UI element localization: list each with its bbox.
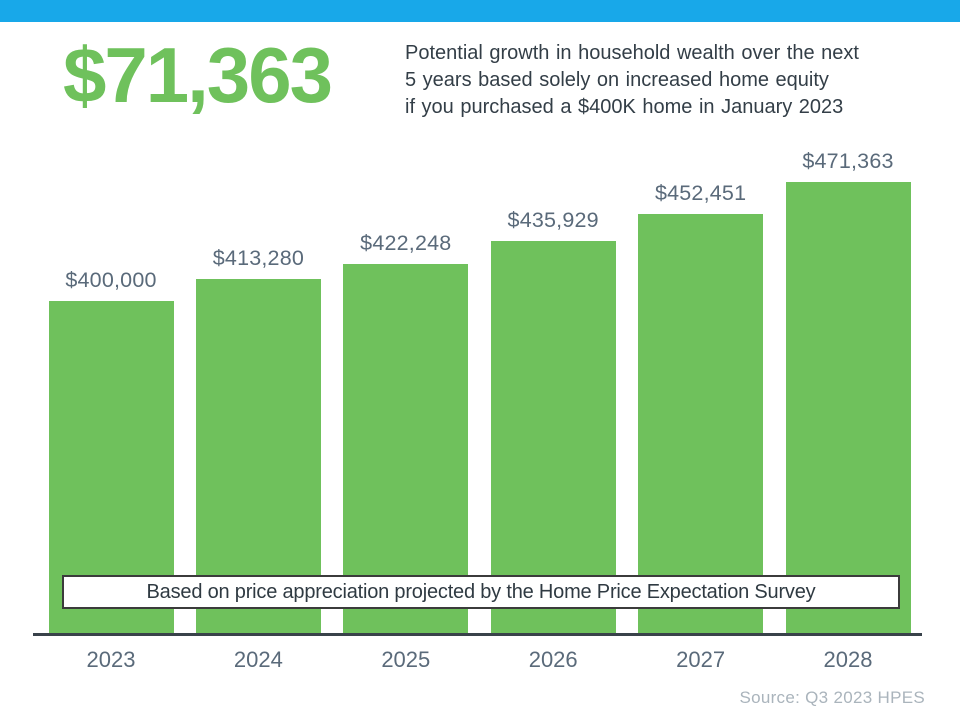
- chart-description: Potential growth in household wealth ove…: [405, 40, 905, 121]
- x-axis-label: 2026: [528, 647, 578, 672]
- x-axis-label: 2023: [86, 647, 136, 672]
- annotation-text: Based on price appreciation projected by…: [146, 580, 816, 603]
- source-note: Source: Q3 2023 HPES: [739, 688, 925, 707]
- bar: [638, 214, 764, 633]
- x-axis-line: [33, 633, 922, 636]
- headline-amount: $71,363: [63, 31, 333, 119]
- bar: [195, 279, 321, 633]
- bar: [343, 264, 469, 633]
- description-line-1: Potential growth in household wealth ove…: [405, 42, 859, 64]
- description-line-2: 5 years based solely on increased home e…: [405, 69, 829, 91]
- bar-value-label: $422,248: [360, 231, 452, 255]
- bar-value-label: $400,000: [65, 268, 157, 292]
- description-line-3: if you purchased a $400K home in January…: [405, 96, 844, 118]
- bar-value-label: $413,280: [212, 246, 305, 270]
- top-accent-bar: [0, 0, 960, 22]
- bar-value-label: $471,363: [802, 149, 894, 173]
- bar-chart: $400,000 2023 $413,280 2024 $422,248 2025 $435…: [0, 149, 960, 680]
- bar-value-label: $435,929: [507, 208, 599, 232]
- bar: [490, 241, 616, 633]
- x-axis-label: 2027: [676, 647, 726, 672]
- x-axis-label: 2024: [233, 647, 283, 672]
- bar: [785, 182, 911, 633]
- x-axis-label: 2025: [381, 647, 431, 672]
- x-axis-label: 2028: [823, 647, 873, 672]
- annotation-box: Based on price appreciation projected by…: [62, 575, 900, 609]
- bar-value-label: $452,451: [654, 181, 747, 205]
